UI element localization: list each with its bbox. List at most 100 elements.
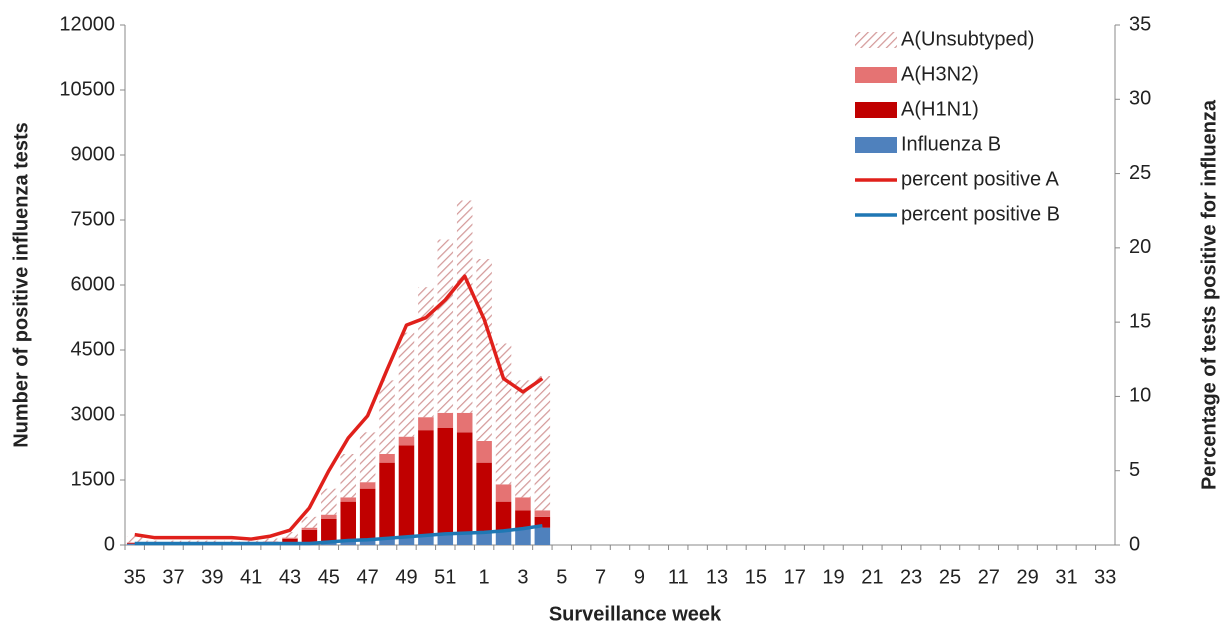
y-tick-label: 4500 bbox=[71, 338, 116, 360]
y-tick-label: 6000 bbox=[71, 273, 116, 295]
bar-segment bbox=[398, 436, 415, 446]
bar-segment bbox=[437, 428, 454, 535]
bar-segment bbox=[476, 532, 492, 545]
x-tick-label: 9 bbox=[634, 566, 645, 588]
y2-tick-label: 30 bbox=[1129, 88, 1151, 110]
legend-swatch bbox=[855, 102, 897, 118]
y-tick-label: 10500 bbox=[59, 78, 115, 100]
bar-segment bbox=[398, 537, 415, 545]
bar-segment bbox=[495, 501, 512, 531]
bar-segment bbox=[359, 540, 376, 545]
x-tick-label: 43 bbox=[279, 566, 301, 588]
x-tick-label: 31 bbox=[1055, 566, 1077, 588]
x-tick-label: 15 bbox=[745, 566, 767, 588]
bar-segment bbox=[437, 534, 454, 545]
legend-label: A(H1N1) bbox=[901, 98, 979, 120]
y2-tick-label: 20 bbox=[1129, 236, 1151, 258]
bar-segment bbox=[515, 497, 531, 511]
bar-segment bbox=[456, 532, 473, 545]
y2-tick-label: 35 bbox=[1129, 13, 1151, 35]
bar-segment bbox=[456, 412, 473, 433]
legend-label: percent positive B bbox=[901, 203, 1060, 225]
bar-segment bbox=[495, 343, 512, 485]
bar-segment bbox=[534, 376, 551, 511]
bar-segment bbox=[359, 488, 376, 541]
legend-swatch bbox=[855, 32, 897, 48]
legend-label: A(Unsubtyped) bbox=[901, 28, 1034, 50]
line-series bbox=[134, 523, 543, 546]
bar-segment bbox=[515, 380, 531, 498]
bar-segment bbox=[301, 529, 318, 543]
bar-segment bbox=[476, 259, 492, 441]
bar-segment bbox=[418, 430, 434, 537]
x-tick-label: 19 bbox=[822, 566, 844, 588]
legend-label: Influenza B bbox=[901, 133, 1001, 155]
bar-segment bbox=[340, 501, 356, 542]
y2-tick-label: 10 bbox=[1129, 385, 1151, 407]
bar-segment bbox=[321, 519, 337, 543]
bar-segment bbox=[301, 516, 318, 528]
bar-segment bbox=[340, 454, 356, 498]
x-tick-label: 51 bbox=[434, 566, 456, 588]
y-tick-label: 9000 bbox=[71, 143, 116, 165]
bar-segment bbox=[398, 332, 415, 437]
bar-segment bbox=[243, 540, 259, 543]
y2-tick-label: 15 bbox=[1129, 310, 1151, 332]
x-tick-label: 49 bbox=[395, 566, 417, 588]
y-tick-label: 1500 bbox=[71, 468, 116, 490]
bar-segment bbox=[282, 538, 298, 544]
bar-segment bbox=[418, 417, 434, 431]
bar-segment bbox=[418, 536, 434, 545]
y-tick-label: 12000 bbox=[59, 13, 115, 35]
x-tick-label: 21 bbox=[861, 566, 883, 588]
bar-segment bbox=[126, 543, 143, 545]
x-axis-title: Surveillance week bbox=[549, 603, 722, 625]
bar-segment bbox=[437, 412, 454, 428]
bar-segment bbox=[398, 445, 415, 538]
x-tick-label: 11 bbox=[668, 566, 689, 588]
bar-segment bbox=[456, 200, 473, 413]
legend-label: A(H3N2) bbox=[901, 63, 979, 85]
bar-segment bbox=[476, 462, 492, 532]
x-tick-label: 39 bbox=[201, 566, 223, 588]
bar-segment bbox=[126, 536, 143, 543]
bar-segment bbox=[379, 462, 395, 540]
bar-segment bbox=[534, 516, 551, 528]
bar-segment bbox=[321, 514, 337, 519]
bar-segment bbox=[340, 497, 356, 502]
x-tick-label: 1 bbox=[479, 566, 490, 588]
x-tick-label: 33 bbox=[1094, 566, 1116, 588]
y-tick-label: 0 bbox=[104, 533, 115, 555]
bar-segment bbox=[534, 527, 551, 545]
bar-segment bbox=[379, 539, 395, 545]
bar-segment bbox=[456, 432, 473, 533]
bar-segment bbox=[515, 510, 531, 529]
x-tick-label: 7 bbox=[595, 566, 606, 588]
y-tick-label: 7500 bbox=[71, 208, 116, 230]
x-tick-label: 47 bbox=[357, 566, 379, 588]
x-tick-label: 37 bbox=[162, 566, 184, 588]
bar-segment bbox=[437, 239, 454, 413]
bar-segment bbox=[476, 441, 492, 463]
legend-label: percent positive A bbox=[901, 168, 1060, 190]
y2-axis-title: Percentage of tests positive for influen… bbox=[1198, 99, 1220, 490]
x-tick-label: 17 bbox=[784, 566, 806, 588]
y2-tick-label: 5 bbox=[1129, 459, 1140, 481]
bar-segment bbox=[495, 484, 512, 502]
x-tick-label: 29 bbox=[1017, 566, 1039, 588]
line-series bbox=[134, 274, 544, 541]
bar-segment bbox=[359, 432, 376, 483]
bar-segment bbox=[282, 537, 298, 539]
y2-tick-label: 25 bbox=[1129, 162, 1151, 184]
bar-segment bbox=[340, 541, 356, 545]
x-tick-label: 13 bbox=[706, 566, 728, 588]
legend-swatch bbox=[855, 137, 897, 153]
x-tick-label: 25 bbox=[939, 566, 961, 588]
x-tick-label: 45 bbox=[318, 566, 340, 588]
bar-segment bbox=[379, 454, 395, 463]
x-tick-label: 35 bbox=[124, 566, 146, 588]
x-tick-label: 23 bbox=[900, 566, 922, 588]
bar-segment bbox=[418, 287, 434, 418]
x-tick-label: 5 bbox=[556, 566, 567, 588]
